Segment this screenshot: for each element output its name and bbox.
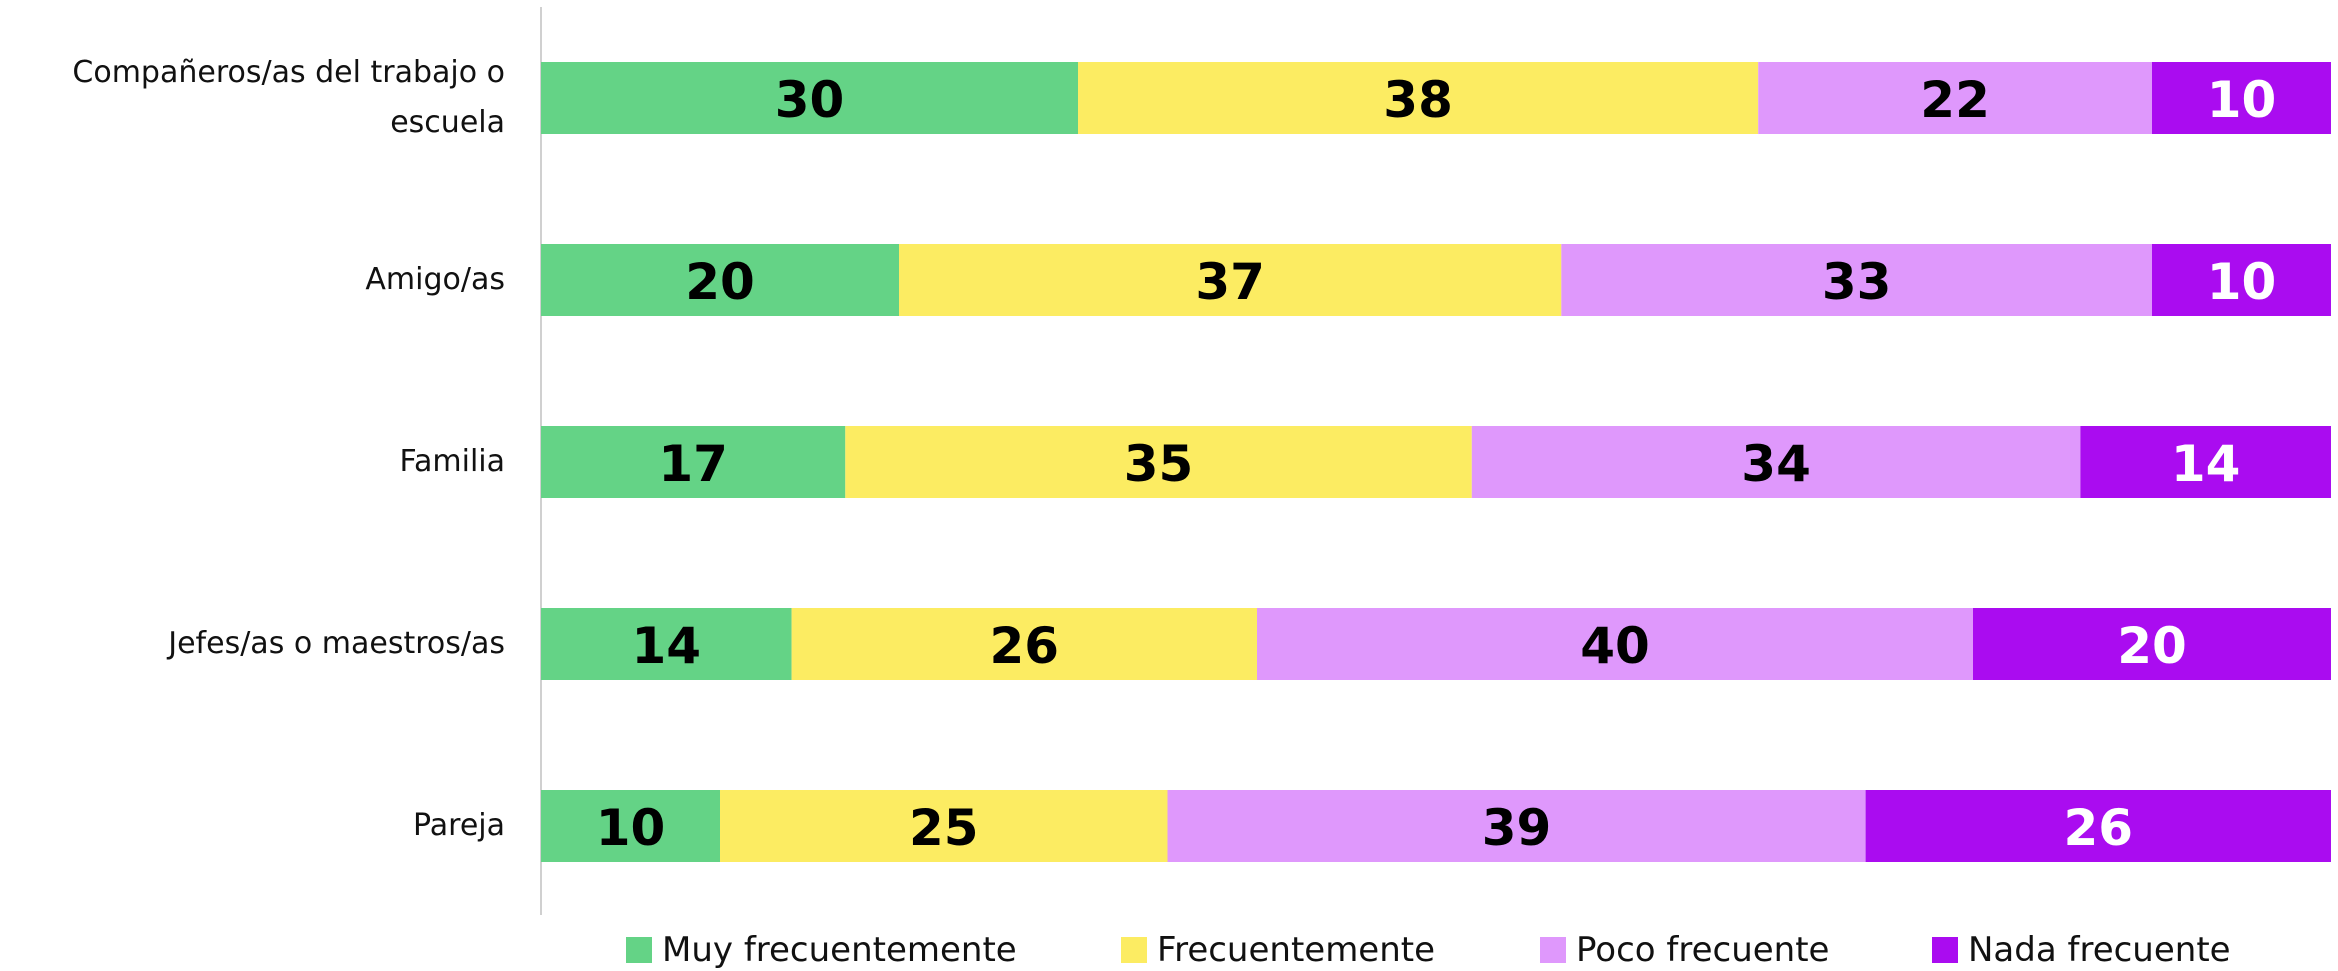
bar-segment xyxy=(541,790,720,862)
category-label: Jefes/as o maestros/as xyxy=(168,626,505,661)
legend-swatch xyxy=(1932,937,1958,963)
value-label: 38 xyxy=(1383,71,1453,129)
bar-segment xyxy=(541,62,1078,134)
bar-segment xyxy=(2152,62,2331,134)
legend-label: Muy frecuentemente xyxy=(662,930,1017,970)
value-label: 26 xyxy=(990,617,1060,675)
value-label: 20 xyxy=(685,253,755,311)
value-label: 33 xyxy=(1822,253,1892,311)
bar-segment xyxy=(1471,426,2081,498)
bar-segment xyxy=(1561,244,2152,316)
value-label: 37 xyxy=(1195,253,1265,311)
bar-segment xyxy=(2080,426,2331,498)
category-label: Familia xyxy=(399,444,506,479)
bar-segment xyxy=(1758,62,2152,134)
bar-segment xyxy=(791,608,1257,680)
legend-label: Poco frecuente xyxy=(1576,930,1829,970)
bar-segment xyxy=(1973,608,2331,680)
value-label: 22 xyxy=(1920,71,1990,129)
value-label: 17 xyxy=(658,435,728,493)
value-label: 20 xyxy=(2117,617,2187,675)
value-label: 14 xyxy=(2171,435,2241,493)
legend-swatch xyxy=(1540,937,1566,963)
bar-segment xyxy=(541,608,792,680)
category-label: Compañeros/as del trabajo o escuela xyxy=(72,55,505,140)
bar-segment xyxy=(1078,62,1759,134)
legend-label: Frecuentemente xyxy=(1157,930,1435,970)
value-label: 10 xyxy=(596,799,666,857)
value-label: 25 xyxy=(909,799,979,857)
bar-segment xyxy=(1257,608,1973,680)
value-label: 10 xyxy=(2207,71,2277,129)
value-label: 39 xyxy=(1482,799,1552,857)
legend-label: Nada frecuente xyxy=(1968,930,2231,970)
legend-swatch xyxy=(626,937,652,963)
value-label: 10 xyxy=(2207,253,2277,311)
value-label: 35 xyxy=(1124,435,1194,493)
bar-segment xyxy=(1167,790,1866,862)
bar-segment xyxy=(541,426,846,498)
bar-segment xyxy=(541,244,899,316)
bar-segment xyxy=(2152,244,2331,316)
category-label: Amigo/as xyxy=(365,262,505,297)
value-label: 40 xyxy=(1580,617,1650,675)
category-label: Pareja xyxy=(413,808,505,843)
value-label: 30 xyxy=(775,71,845,129)
bar-segment xyxy=(845,426,1472,498)
value-label: 34 xyxy=(1741,435,1811,493)
value-label: 26 xyxy=(2064,799,2134,857)
legend-swatch xyxy=(1121,937,1147,963)
bar-segment xyxy=(899,244,1562,316)
bar-segment xyxy=(1865,790,2331,862)
value-label: 14 xyxy=(632,617,702,675)
bar-segment xyxy=(720,790,1168,862)
